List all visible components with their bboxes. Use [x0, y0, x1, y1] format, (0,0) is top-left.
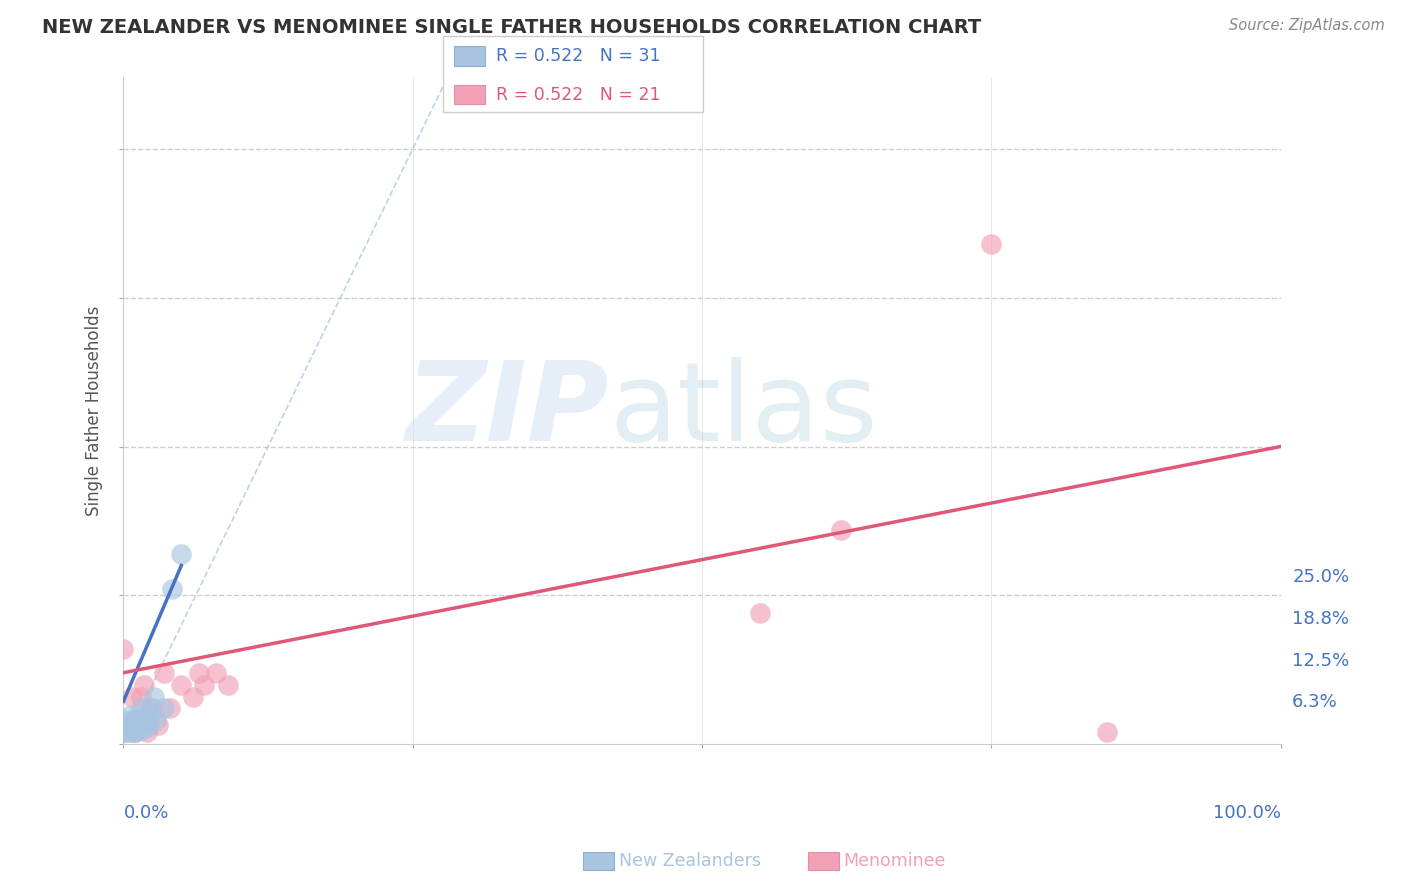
Point — [145, 714, 167, 728]
Point — [115, 725, 138, 739]
Point — [153, 701, 176, 715]
Point — [125, 721, 148, 735]
Text: 6.3%: 6.3% — [1292, 693, 1339, 712]
Point — [129, 714, 152, 728]
Point — [124, 725, 146, 739]
Point — [134, 678, 156, 692]
Point — [159, 701, 181, 715]
Text: 12.5%: 12.5% — [1292, 652, 1350, 670]
Point — [129, 690, 152, 704]
Point — [117, 723, 139, 737]
Point — [748, 606, 770, 620]
Point — [127, 708, 149, 723]
Point — [112, 641, 135, 656]
Point — [124, 718, 146, 732]
Point — [170, 547, 193, 561]
Point — [121, 721, 143, 735]
Text: ZIP: ZIP — [406, 358, 609, 465]
Point — [120, 725, 142, 739]
Text: 25.0%: 25.0% — [1292, 568, 1350, 586]
Point — [128, 718, 150, 732]
Point — [217, 678, 239, 692]
Point — [132, 714, 155, 728]
Text: 0.0%: 0.0% — [124, 804, 169, 822]
Point — [153, 665, 176, 680]
Point — [121, 725, 143, 739]
Point — [121, 714, 143, 728]
Point — [134, 718, 156, 732]
Point — [124, 725, 146, 739]
Text: 100.0%: 100.0% — [1212, 804, 1281, 822]
Point — [980, 237, 1002, 252]
Point — [121, 690, 143, 704]
Point — [170, 678, 193, 692]
Point — [146, 718, 169, 732]
Point — [160, 582, 183, 597]
Point — [1095, 725, 1118, 739]
Point — [118, 708, 141, 723]
Point — [205, 665, 228, 680]
Point — [187, 665, 209, 680]
Point — [120, 718, 142, 732]
Point — [112, 725, 135, 739]
Point — [131, 723, 153, 737]
Point — [142, 690, 165, 704]
Point — [127, 714, 149, 728]
Point — [112, 714, 135, 728]
Text: Menominee: Menominee — [844, 852, 946, 870]
Point — [193, 678, 215, 692]
Point — [135, 714, 157, 728]
Text: NEW ZEALANDER VS MENOMINEE SINGLE FATHER HOUSEHOLDS CORRELATION CHART: NEW ZEALANDER VS MENOMINEE SINGLE FATHER… — [42, 18, 981, 37]
Point — [138, 708, 160, 723]
Text: 18.8%: 18.8% — [1292, 610, 1350, 628]
Point — [122, 723, 145, 737]
Point — [135, 725, 157, 739]
Point — [136, 721, 159, 735]
Text: R = 0.522   N = 31: R = 0.522 N = 31 — [496, 47, 661, 65]
Text: Source: ZipAtlas.com: Source: ZipAtlas.com — [1229, 18, 1385, 33]
Y-axis label: Single Father Households: Single Father Households — [86, 306, 103, 516]
Text: atlas: atlas — [609, 358, 877, 465]
Point — [830, 523, 852, 537]
Text: R = 0.522   N = 21: R = 0.522 N = 21 — [496, 86, 661, 103]
Point — [114, 718, 136, 732]
Point — [141, 701, 163, 715]
Text: New Zealanders: New Zealanders — [619, 852, 761, 870]
Point — [181, 690, 204, 704]
Point — [129, 701, 152, 715]
Point — [141, 701, 163, 715]
